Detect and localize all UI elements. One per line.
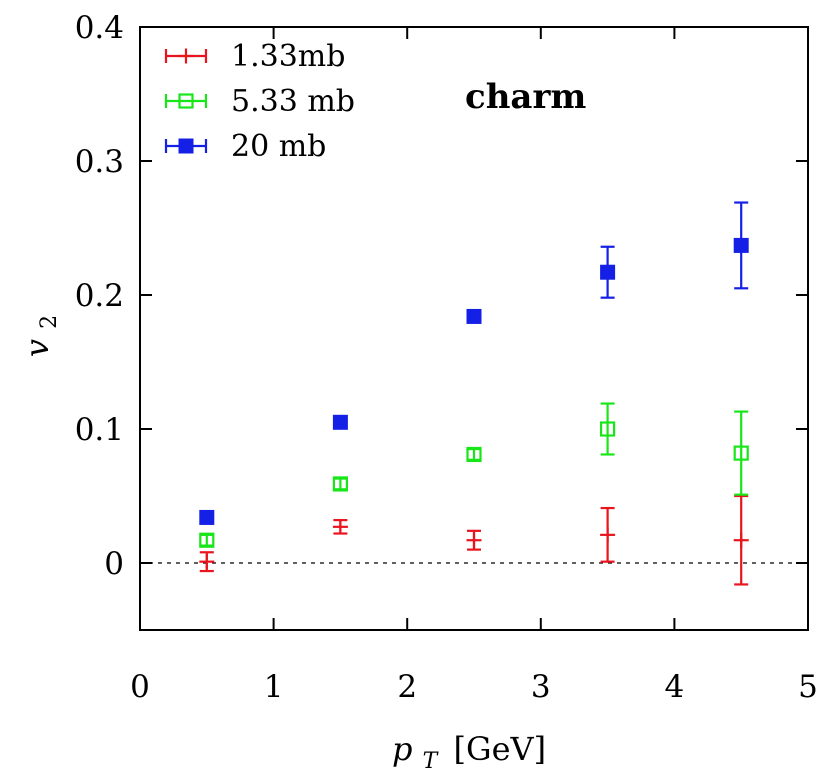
y-tick-label: 0.2	[75, 278, 124, 314]
legend-item: 20 mb	[164, 129, 326, 164]
legend-label: 5.33 mb	[231, 84, 355, 119]
legend-label: 20 mb	[231, 129, 326, 164]
open-square-marker	[599, 421, 616, 437]
x-axis-label-sub: T	[423, 749, 440, 774]
tick-layer: 0 1 2 3 4 5 0 0.1 0.2 0.3 0.4	[75, 10, 818, 705]
filled-square-marker	[733, 237, 749, 253]
data-point	[332, 414, 348, 430]
open-square-marker	[199, 532, 215, 548]
filled-square-marker	[600, 264, 616, 280]
plot-frame	[139, 26, 809, 631]
data-layer	[199, 201, 749, 586]
data-point	[199, 509, 215, 525]
data-point	[733, 494, 749, 586]
x-axis-label: p T [GeV]	[392, 730, 546, 776]
y-axis-label-sub: 2	[37, 315, 62, 329]
data-point	[466, 529, 482, 551]
data-point	[733, 410, 749, 496]
annotation-label: charm	[465, 77, 586, 117]
x-axis-label-unit: [GeV]	[454, 730, 547, 768]
filled-square-marker	[178, 138, 194, 154]
data-point	[733, 201, 749, 290]
data-point	[199, 551, 215, 573]
series-0	[199, 494, 749, 586]
data-point	[600, 506, 616, 563]
legend: 1.33mb 5.33 mb 20 mb	[164, 39, 355, 164]
x-tick-label: 2	[397, 669, 417, 705]
data-point	[332, 519, 348, 535]
data-point	[599, 402, 616, 456]
filled-square-marker	[466, 308, 482, 324]
x-tick-label: 4	[665, 669, 685, 705]
data-point	[199, 532, 215, 548]
filled-square-marker	[199, 509, 215, 525]
y-axis-label-main: v	[18, 339, 56, 357]
data-point	[466, 308, 482, 324]
svg-text:p T [GeV]: p T [GeV]	[392, 730, 546, 776]
legend-item: 5.33 mb	[164, 84, 355, 119]
y-tick-label: 0	[104, 546, 124, 582]
x-tick-label: 1	[264, 669, 284, 705]
filled-square-marker	[332, 414, 348, 430]
y-tick-label: 0.4	[75, 10, 124, 46]
series-2	[199, 201, 749, 525]
svg-text:v 2: v 2	[18, 315, 62, 357]
open-square-marker	[332, 476, 348, 492]
y-tick-label: 0.3	[75, 144, 124, 180]
legend-item: 1.33mb	[164, 39, 345, 74]
y-axis-label: v 2	[18, 315, 62, 357]
series-1	[199, 402, 749, 548]
open-square-marker	[466, 446, 482, 463]
x-tick-label: 3	[531, 669, 551, 705]
y-tick-label: 0.1	[75, 412, 124, 448]
x-tick-label: 5	[798, 669, 818, 705]
x-axis-label-main: p	[392, 730, 412, 768]
data-point	[600, 245, 616, 299]
data-point	[332, 476, 348, 492]
open-square-marker	[178, 93, 194, 109]
data-point	[466, 446, 482, 463]
open-square-marker	[733, 445, 749, 461]
legend-label: 1.33mb	[231, 39, 345, 74]
x-tick-label: 0	[130, 669, 150, 705]
